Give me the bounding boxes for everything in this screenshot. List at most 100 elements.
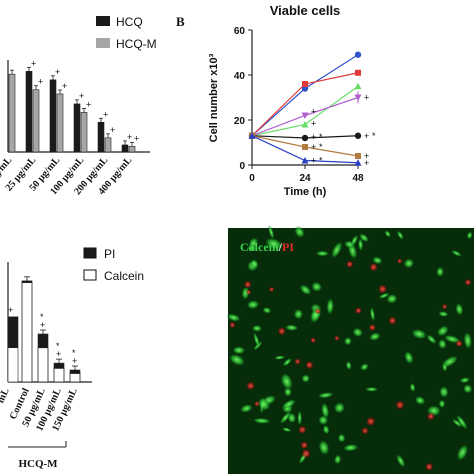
live-cell — [284, 324, 299, 332]
live-cell — [326, 297, 335, 316]
label-pi: PI — [282, 240, 294, 254]
y-tick-label: 60 — [234, 26, 246, 37]
data-point-3-1 — [301, 112, 309, 119]
live-cell — [281, 427, 292, 433]
data-point-5-2 — [355, 153, 361, 159]
series-line-2 — [251, 85, 359, 137]
bar-pi-3 — [69, 369, 81, 374]
live-cell — [384, 230, 392, 238]
x-tick-label: 48 — [352, 173, 364, 184]
live-cell — [343, 336, 353, 346]
live-cell — [439, 385, 449, 399]
panel-label-b: B — [176, 14, 185, 29]
group-label: HCQ-M — [18, 458, 58, 470]
live-cell — [368, 332, 382, 341]
live-cell — [369, 306, 376, 322]
live-cell — [359, 363, 369, 371]
dead-cell — [334, 335, 340, 342]
dead-cell — [297, 425, 307, 435]
live-cell — [364, 386, 379, 392]
bar-hcq-2 — [49, 79, 57, 153]
dead-cell — [301, 448, 312, 459]
live-cell — [273, 355, 286, 360]
legend-label-calcein: Calcein — [104, 269, 144, 283]
live-cell — [228, 353, 246, 367]
live-cell — [317, 391, 335, 399]
legend-swatch-hcq — [96, 16, 110, 26]
dead-cell — [246, 381, 256, 391]
live-cell — [297, 409, 303, 426]
significance-mark: + — [55, 67, 60, 77]
live-cell — [357, 237, 364, 252]
dead-cell — [361, 426, 369, 435]
live-cell — [385, 293, 398, 304]
live-cell — [451, 418, 463, 428]
significance-mark: * — [72, 348, 76, 358]
bar-hcq-m-0 — [8, 73, 16, 153]
dead-cell — [229, 321, 236, 329]
legend-swatch-pi — [83, 247, 97, 259]
bar-hcq-m-2 — [56, 93, 64, 153]
bar-calcein-1 — [37, 347, 49, 383]
significance-mark: * — [372, 131, 376, 141]
live-cell — [466, 231, 473, 240]
live-cell — [455, 414, 468, 431]
live-cell — [426, 334, 437, 345]
significance-mark: + — [127, 132, 132, 142]
data-point-2-2 — [354, 82, 362, 90]
data-point-2-1 — [301, 121, 309, 128]
live-cell — [330, 241, 343, 259]
micrograph-background — [228, 228, 474, 474]
significance-mark: + — [364, 131, 369, 141]
legend-label-hcq-m: HCQ-M — [116, 37, 157, 51]
significance-mark: + — [311, 142, 316, 152]
dead-cell — [426, 412, 436, 421]
significance-mark: + — [134, 133, 139, 143]
bar-hcq-3 — [73, 103, 81, 153]
legend-label-hcq: HCQ — [116, 15, 143, 29]
y-tick-label: 20 — [234, 116, 246, 127]
bar-pi-2 — [53, 362, 65, 369]
bar-pi-partial — [7, 316, 19, 349]
live-cell — [414, 395, 426, 406]
dead-cell — [368, 323, 377, 332]
significance-mark: + — [311, 156, 316, 166]
x-tick-label: 0 — [249, 173, 255, 184]
live-cell — [459, 377, 471, 384]
significance-mark: * — [40, 312, 44, 322]
live-cell — [396, 230, 404, 241]
bar-pi-0 — [21, 280, 33, 283]
significance-mark: * — [56, 341, 60, 351]
dead-cell — [395, 400, 405, 410]
live-cell — [252, 417, 272, 424]
live-cell — [462, 384, 473, 394]
significance-mark: + — [364, 93, 369, 103]
data-point-1-1 — [302, 81, 308, 87]
live-cell — [437, 338, 447, 350]
live-cell — [437, 310, 449, 318]
live-cell — [442, 362, 448, 372]
chart-title: Viable cells — [270, 3, 341, 18]
significance-mark: + — [38, 77, 43, 87]
live-cell — [310, 281, 323, 293]
significance-mark: + — [110, 125, 115, 135]
significance-mark: + — [8, 305, 13, 315]
dead-cell — [464, 278, 472, 286]
dead-cell — [345, 260, 354, 269]
live-cell — [456, 444, 469, 462]
significance-mark: + — [103, 109, 108, 119]
live-cell — [246, 245, 257, 252]
live-cell — [352, 327, 364, 338]
x-axis-label: Time (h) — [284, 186, 327, 198]
live-cell — [279, 411, 292, 425]
dead-cell — [387, 316, 397, 326]
bar-calcein-3 — [69, 373, 81, 383]
live-cell — [294, 225, 306, 239]
label-sep: / — [278, 240, 283, 254]
bar-calcein-2 — [53, 367, 65, 383]
live-cell — [257, 397, 271, 412]
dead-cell — [294, 358, 301, 365]
live-cell — [337, 433, 346, 443]
